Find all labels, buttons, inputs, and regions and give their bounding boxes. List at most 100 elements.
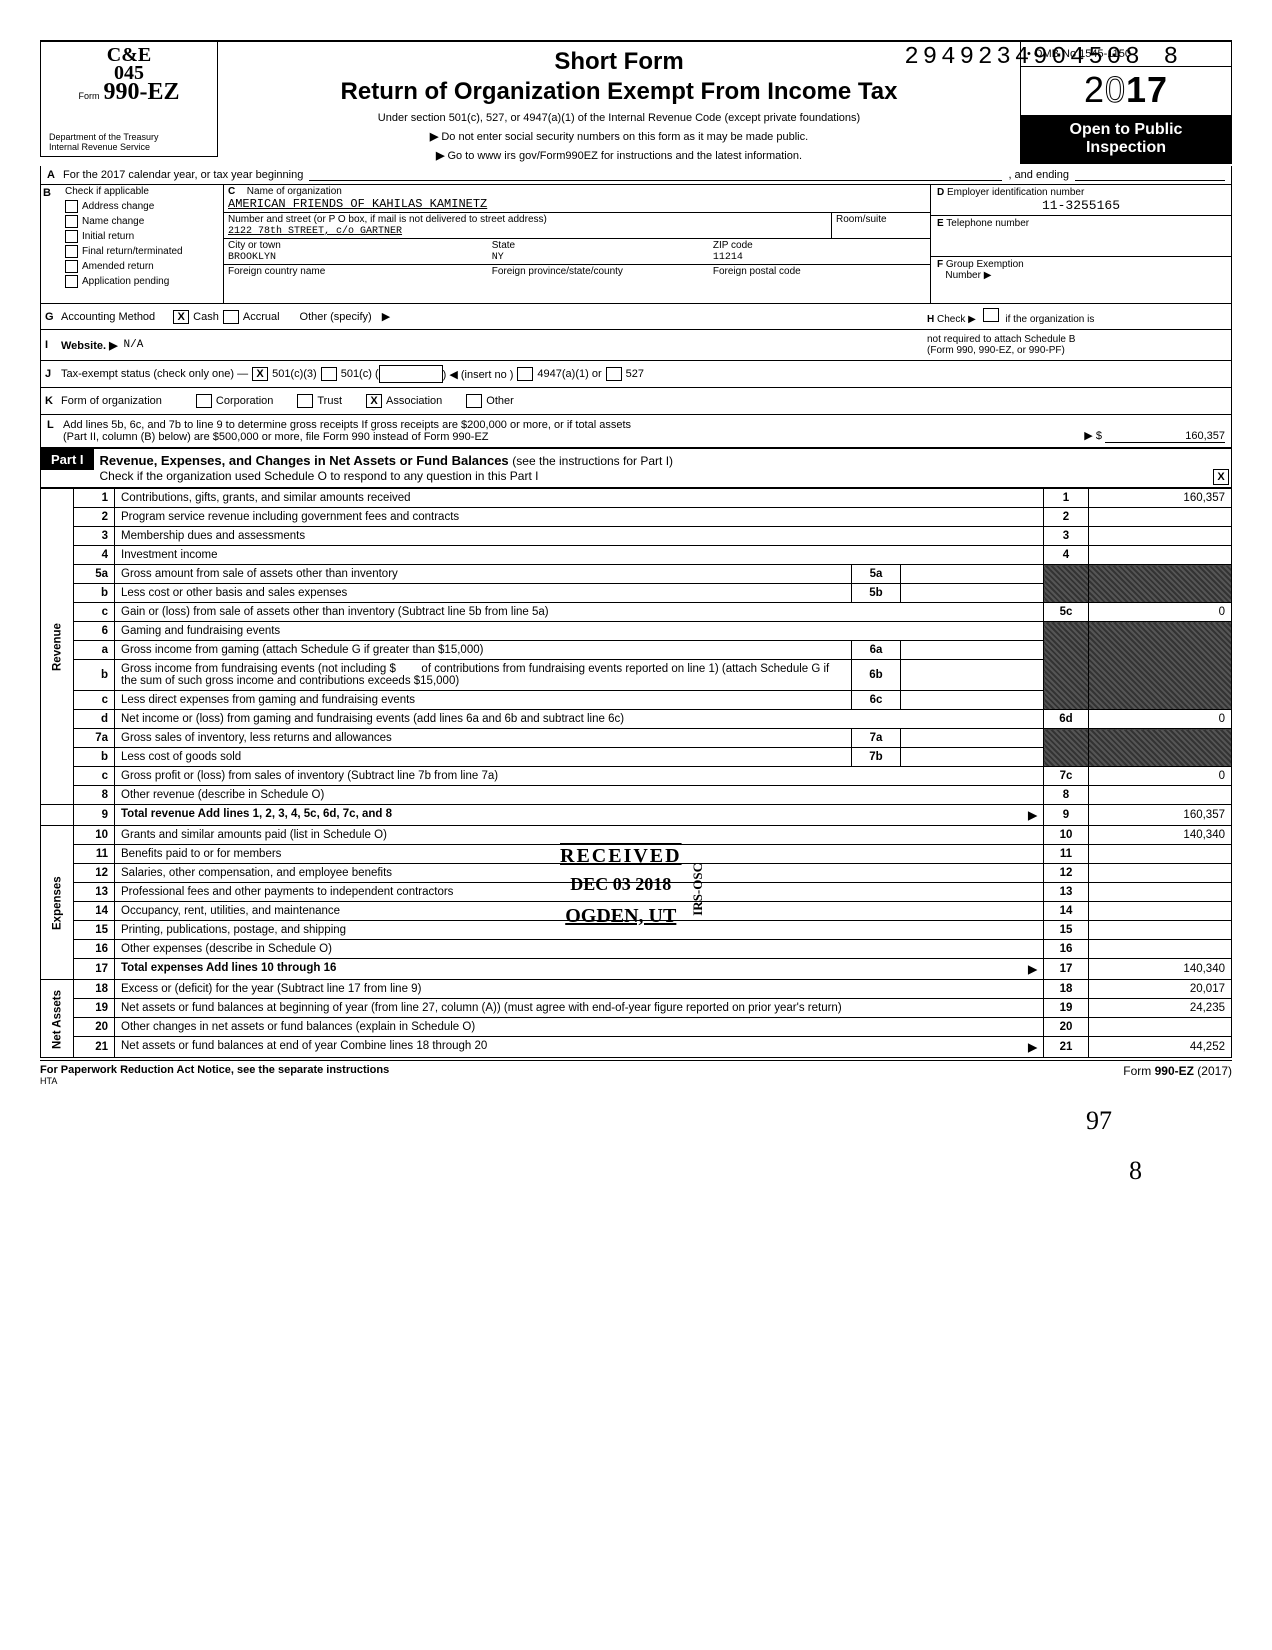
addr-label: Number and street (or P O box, if mail i… (228, 214, 547, 225)
f-label: Group Exemption (946, 259, 1024, 270)
ln6a-val (901, 641, 1044, 660)
c-block: C Name of organization AMERICAN FRIENDS … (224, 185, 930, 303)
chk-527[interactable] (606, 367, 622, 381)
chk-initial-return[interactable]: Initial return (63, 229, 223, 244)
line-a-letter: A (47, 169, 63, 181)
entity-block: B Check if applicable Address change Nam… (40, 185, 1232, 304)
ln11-val (1089, 845, 1232, 864)
g-label: Accounting Method (61, 311, 155, 323)
ln1-val: 160,357 (1089, 489, 1232, 508)
row-l: L Add lines 5b, 6c, and 7b to line 9 to … (40, 415, 1232, 449)
ein-value: 11-3255165 (937, 198, 1225, 213)
chk-address-change[interactable]: Address change (63, 199, 223, 214)
chk-accrual[interactable] (223, 310, 239, 324)
form-box: C&E 045 Form 990-EZ Department of the Tr… (40, 42, 218, 157)
org-state: NY (492, 252, 504, 263)
year-0: 0 (1105, 69, 1126, 110)
ln7b-desc: Less cost of goods sold (115, 748, 852, 767)
ln21-desc: Net assets or fund balances at end of ye… (115, 1037, 1044, 1058)
ln5a-val (901, 565, 1044, 584)
title-col: Short Form Return of Organization Exempt… (218, 42, 1020, 166)
chk-501c[interactable] (321, 367, 337, 381)
ln6b-desc: Gross income from fundraising events (no… (115, 660, 852, 691)
chk-corp[interactable] (196, 394, 212, 408)
title-note1: Do not enter social security numbers on … (441, 131, 808, 143)
ln19-val: 24,235 (1089, 999, 1232, 1018)
year-2: 2 (1084, 69, 1105, 110)
row-g: G Accounting Method XCash Accrual Other … (40, 304, 1232, 330)
ln7c-val: 0 (1089, 767, 1232, 786)
j-527: 527 (626, 368, 644, 380)
ln15-val (1089, 921, 1232, 940)
title-return: Return of Organization Exempt From Incom… (230, 78, 1008, 106)
ln1-col: 1 (1044, 489, 1089, 508)
footer-row: For Paperwork Reduction Act Notice, see … (40, 1060, 1232, 1086)
l-text2: (Part II, column (B) below) are $500,000… (63, 431, 1084, 443)
form-number: 990-EZ (103, 82, 179, 104)
ln19-desc: Net assets or fund balances at beginning… (115, 999, 1044, 1018)
part1-tab: Part I (41, 449, 94, 470)
year-17: 17 (1126, 69, 1168, 110)
chk-other-org[interactable] (466, 394, 482, 408)
j-letter: J (45, 368, 61, 380)
ln18-val: 20,017 (1089, 980, 1232, 999)
chk-amended-return[interactable]: Amended return (63, 259, 223, 274)
ln4-desc: Investment income (115, 546, 1044, 565)
state-label: State (492, 240, 515, 251)
ln9-desc: Total revenue Add lines 1, 2, 3, 4, 5c, … (115, 805, 1044, 826)
chk-assoc[interactable]: X (366, 394, 382, 408)
ln4-val (1089, 546, 1232, 565)
row-k: K Form of organization Corporation Trust… (40, 388, 1232, 415)
h-note1: if the organization is (1005, 314, 1094, 325)
ln21-val: 44,252 (1089, 1037, 1232, 1058)
side-netassets: Net Assets (41, 980, 74, 1058)
line-a-blank2[interactable] (1075, 169, 1225, 181)
side-expenses: Expenses (41, 826, 74, 980)
part1-checkbox[interactable]: X (1213, 469, 1229, 485)
part1-title: Revenue, Expenses, and Changes in Net As… (100, 453, 509, 468)
chk-trust[interactable] (297, 394, 313, 408)
ln7c-desc: Gross profit or (loss) from sales of inv… (115, 767, 1044, 786)
chk-application-pending[interactable]: Application pending (63, 274, 223, 289)
part1-check-note: Check if the organization used Schedule … (100, 469, 539, 483)
chk-501c3[interactable]: X (252, 367, 268, 381)
open-public: Open to Public Inspection (1021, 115, 1231, 163)
ln5b-desc: Less cost or other basis and sales expen… (115, 584, 852, 603)
line-a-text: For the 2017 calendar year, or tax year … (63, 169, 303, 181)
j-4947: 4947(a)(1) or (537, 368, 601, 380)
chk-h[interactable] (983, 308, 999, 322)
l-letter: L (47, 419, 63, 443)
ln6c-desc: Less direct expenses from gaming and fun… (115, 691, 852, 710)
title-short-form: Short Form (230, 48, 1008, 76)
j-501c3: 501(c)(3) (272, 368, 317, 380)
i-letter: I (45, 339, 61, 351)
j-insert-no[interactable] (379, 365, 443, 383)
chk-final-return[interactable]: Final return/terminated (63, 244, 223, 259)
chk-cash[interactable]: X (173, 310, 189, 324)
row-j: J Tax-exempt status (check only one) — X… (40, 361, 1232, 388)
b-letter: B (41, 185, 63, 303)
k-other: Other (486, 395, 514, 407)
g-letter: G (45, 311, 61, 323)
org-city: BROOKLYN (228, 252, 276, 263)
ln10-val: 140,340 (1089, 826, 1232, 845)
ln5c-desc: Gain or (loss) from sale of assets other… (115, 603, 1044, 622)
ln20-val (1089, 1018, 1232, 1037)
k-trust: Trust (317, 395, 342, 407)
dept-2: Internal Revenue Service (49, 142, 209, 152)
chk-name-change[interactable]: Name change (63, 214, 223, 229)
dln-last: 8 (1164, 44, 1182, 71)
ln15-desc: Printing, publications, postage, and shi… (115, 921, 1044, 940)
footer-hta: HTA (40, 1076, 389, 1086)
title-note2: Go to www irs gov/Form990EZ for instruct… (447, 150, 802, 162)
ln6a-desc: Gross income from gaming (attach Schedul… (115, 641, 852, 660)
part1-header-row: Part I Revenue, Expenses, and Changes in… (40, 449, 1232, 488)
ln3-val (1089, 527, 1232, 546)
foreign-country-label: Foreign country name (228, 266, 325, 277)
l-value: 160,357 (1105, 430, 1225, 443)
handwritten-8: 8 (40, 1156, 1232, 1186)
ln14-desc: Occupancy, rent, utilities, and maintena… (115, 902, 1044, 921)
city-label: City or town (228, 240, 281, 251)
chk-4947[interactable] (517, 367, 533, 381)
line-a-blank1[interactable] (309, 169, 1002, 181)
